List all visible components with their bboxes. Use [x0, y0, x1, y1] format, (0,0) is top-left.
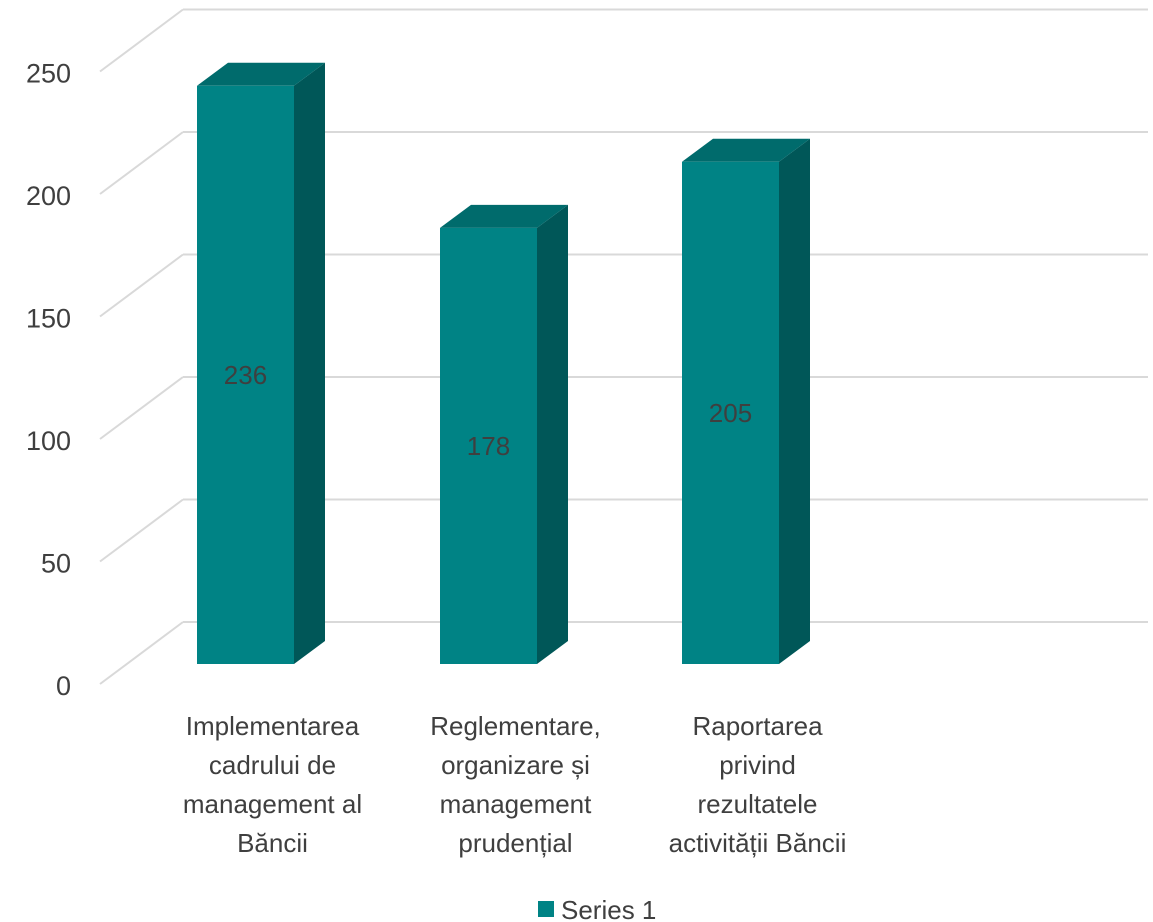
y-tick-label: 0: [56, 671, 71, 701]
bar-top-face: [197, 62, 325, 86]
bar-side-face: [779, 138, 810, 664]
gridline-diagonal-250: [99, 8, 184, 73]
bar-front-face: [682, 161, 779, 664]
y-tick-label: 50: [41, 549, 71, 579]
data-labels: 236 178 205: [224, 360, 752, 461]
bar-side-face: [537, 204, 568, 664]
bar-side-face: [294, 62, 325, 665]
bar-1: [197, 62, 325, 665]
gridlines: [99, 8, 1148, 685]
bar-front-face: [197, 85, 294, 665]
legend-swatch: [538, 901, 554, 917]
bar-front-face: [440, 227, 537, 664]
y-tick-label: 100: [26, 426, 71, 456]
gridline-diagonal-200: [99, 131, 184, 195]
y-tick-label: 200: [26, 181, 71, 211]
gridline-diagonal-50: [99, 498, 184, 563]
gridline-diagonal-100: [99, 376, 184, 440]
bar-top-face: [440, 204, 568, 228]
bars: [197, 62, 810, 665]
gridline-diagonal-0: [99, 621, 184, 685]
gridline-diagonal-150: [99, 253, 184, 318]
y-tick-label: 250: [26, 59, 71, 89]
category-label: Reglementare, organizare și management prud…: [430, 711, 601, 858]
legend: Series 1: [538, 895, 656, 922]
data-label: 236: [224, 360, 267, 390]
data-label: 205: [709, 398, 752, 428]
bar-top-face: [682, 138, 810, 162]
legend-label: Series 1: [561, 895, 656, 922]
y-axis-tick-labels: 0 50 100 150 200 250: [26, 59, 71, 702]
bar-3: [682, 138, 810, 664]
category-label: Implementarea cadrului de management al Băn…: [183, 711, 362, 858]
category-labels: Implementarea cadrului de management al Băn…: [183, 711, 846, 858]
y-tick-label: 150: [26, 304, 71, 334]
category-label: Raportarea privind rezultatele activității …: [669, 711, 847, 858]
data-label: 178: [467, 431, 510, 461]
bar-2: [440, 204, 568, 664]
